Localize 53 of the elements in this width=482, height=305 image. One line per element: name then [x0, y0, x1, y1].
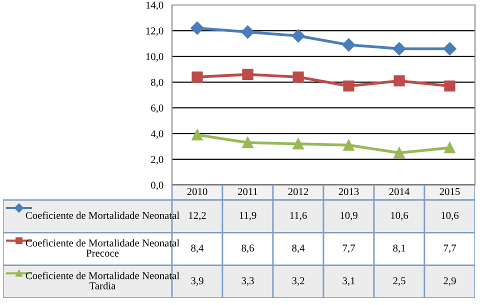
- point: [190, 22, 204, 35]
- data-label: 11,6: [290, 212, 307, 220]
- legend-label: Coeficiente de Mortalidade Neonatal Tardia: [26, 272, 180, 290]
- point: [292, 71, 304, 83]
- data-label: 8,4: [191, 244, 204, 254]
- point: [444, 142, 456, 154]
- y-tick-label: 2,0: [151, 156, 164, 164]
- x-tick-label: 2014: [389, 188, 410, 196]
- point: [342, 38, 356, 52]
- y-tick-label: 6,0: [151, 104, 164, 114]
- data-label: 10,6: [391, 212, 408, 220]
- point: [292, 138, 304, 150]
- y-tick-label: 14,0: [146, 2, 164, 10]
- data-label: 2,5: [393, 277, 406, 286]
- point: [444, 80, 456, 92]
- point: [394, 75, 405, 86]
- data-label: 10,9: [340, 212, 358, 220]
- data-label: 3,9: [191, 277, 204, 286]
- x-tick-label: 2011: [238, 188, 258, 196]
- legend-label: Coeficiente de Mortalidade Neonatal: [26, 212, 180, 219]
- data-label: 8,6: [242, 244, 254, 254]
- point: [343, 140, 354, 151]
- point: [292, 29, 305, 42]
- y-tick-label: 10,0: [146, 53, 164, 62]
- x-tick-label: 2013: [338, 188, 359, 196]
- y-tick-label: 4,0: [150, 130, 164, 139]
- data-label: 11,9: [240, 212, 256, 220]
- point: [192, 71, 203, 83]
- y-tick-label: 12,0: [146, 27, 164, 36]
- point: [394, 147, 405, 158]
- point: [241, 25, 254, 39]
- data-label: 3,1: [342, 277, 355, 286]
- y-tick-label: 0,0: [151, 182, 164, 190]
- data-label: 7,7: [444, 244, 456, 254]
- x-tick-label: 2010: [187, 188, 208, 196]
- legend-label: Coeficiente de Mortalidade Neonatal Precoce: [26, 239, 180, 257]
- data-label: 8,1: [393, 244, 406, 254]
- point: [443, 42, 456, 56]
- point: [242, 68, 254, 80]
- point: [392, 42, 406, 56]
- x-tick-label: 2012: [288, 188, 308, 196]
- data-label: 3,3: [242, 277, 254, 286]
- point: [192, 129, 203, 140]
- point: [343, 80, 354, 92]
- x-tick-label: 2015: [440, 188, 460, 196]
- data-label: 2,9: [444, 277, 456, 286]
- data-label: 7,7: [342, 244, 355, 254]
- data-label: 8,4: [292, 244, 305, 254]
- data-label: 10,6: [442, 212, 459, 220]
- data-label: 12,2: [189, 212, 206, 220]
- data-label: 3,2: [292, 277, 304, 286]
- y-tick-label: 8,0: [151, 78, 164, 88]
- point: [242, 137, 254, 148]
